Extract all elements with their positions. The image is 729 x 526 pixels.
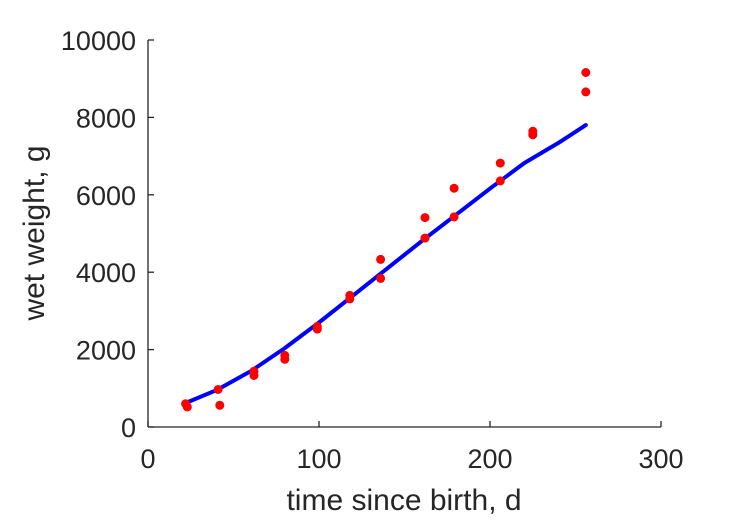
data-point: [345, 294, 355, 304]
x-ticks: 0 100 200 300: [140, 421, 684, 474]
y-tick-label: 4000: [76, 258, 136, 288]
x-tick-label: 300: [638, 444, 683, 474]
x-tick-label: 200: [467, 444, 512, 474]
data-point: [376, 254, 386, 264]
data-point: [376, 273, 386, 283]
axes: 0 100 200 300 0 2000 4000 6000 8000 10000: [61, 26, 684, 474]
data-point: [528, 130, 538, 140]
y-tick-label: 2000: [76, 336, 136, 366]
data-point: [581, 68, 591, 77]
data-point: [280, 354, 290, 364]
data-point: [449, 183, 459, 193]
y-ticks: 0 2000 4000 6000 8000 10000: [61, 26, 154, 443]
data-point: [215, 400, 225, 410]
y-axis-label: wet weight, g: [18, 145, 51, 321]
y-tick-label: 0: [121, 413, 136, 443]
data-point: [182, 402, 192, 412]
y-tick-label: 6000: [76, 181, 136, 211]
data-point: [213, 385, 223, 394]
data-point: [495, 158, 505, 168]
data-point: [249, 371, 259, 380]
data-series: [181, 68, 591, 412]
x-tick-label: 0: [140, 444, 155, 474]
data-point: [420, 233, 430, 243]
x-tick-label: 100: [296, 444, 341, 474]
data-point: [581, 87, 591, 97]
data-point: [449, 212, 459, 222]
data-point: [420, 213, 430, 223]
data-point: [312, 324, 322, 334]
y-tick-label: 8000: [76, 103, 136, 133]
data-point: [495, 176, 505, 186]
fit-curve-line: [183, 123, 588, 405]
x-axis-label: time since birth, d: [286, 484, 521, 517]
y-tick-label: 10000: [61, 26, 136, 56]
